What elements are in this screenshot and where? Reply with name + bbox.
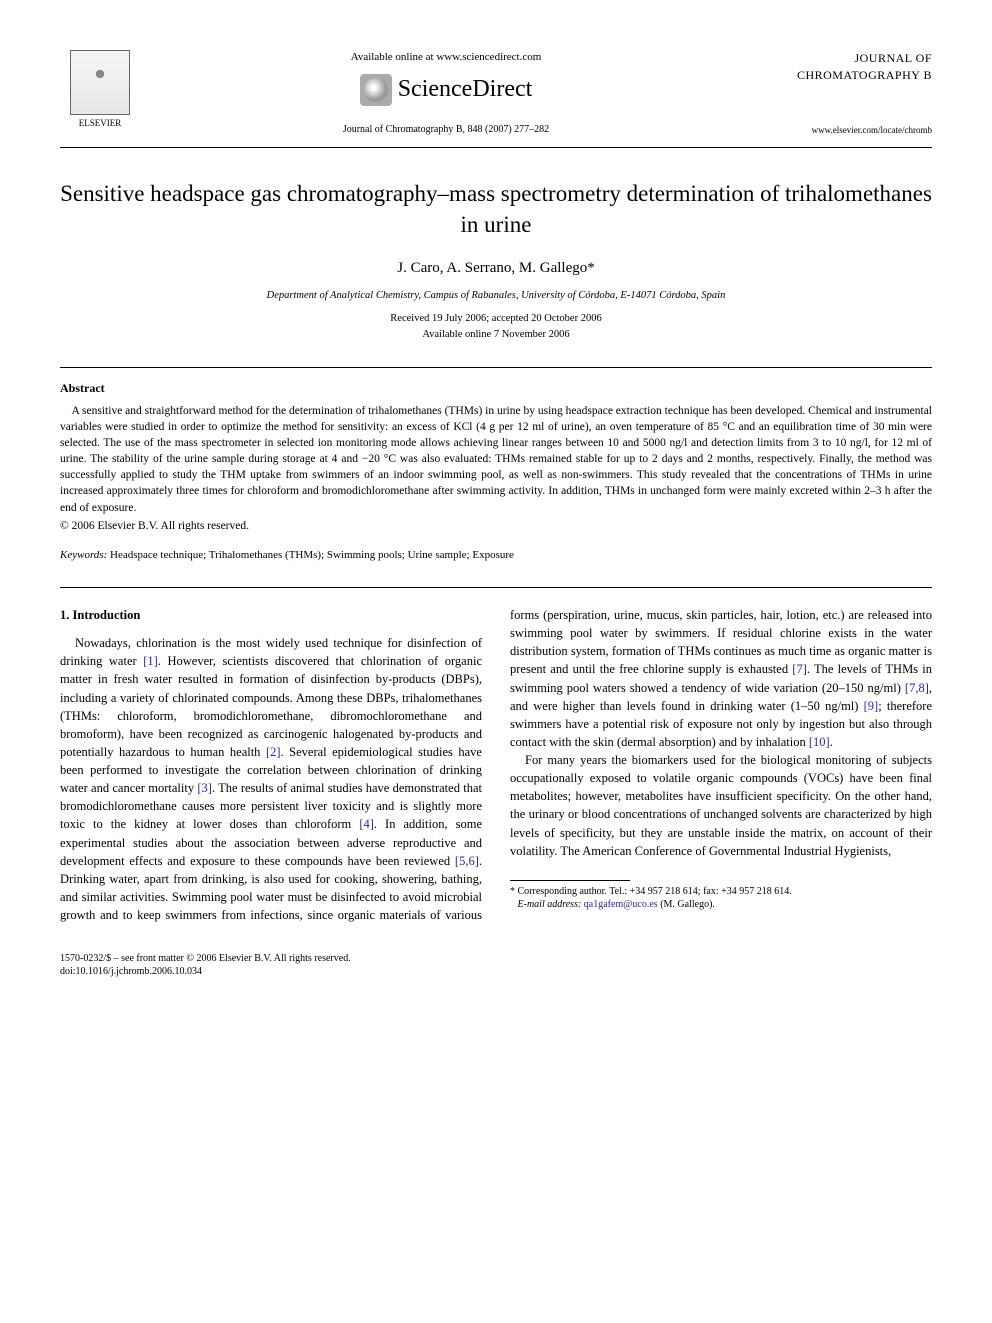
authors: J. Caro, A. Serrano, M. Gallego* — [60, 258, 932, 279]
corresponding-marker: * — [587, 260, 595, 276]
footnote-rule — [510, 880, 630, 881]
right-header: JOURNAL OF CHROMATOGRAPHY B www.elsevier… — [752, 40, 932, 136]
email-footnote: E-mail address: qa1gafem@uco.es (M. Gall… — [510, 898, 932, 911]
ref-10[interactable]: [10] — [809, 735, 830, 749]
ref-2[interactable]: [2] — [266, 745, 281, 759]
email-name: (M. Gallego). — [660, 899, 715, 910]
journal-url: www.elsevier.com/locate/chromb — [752, 124, 932, 137]
abstract-top-rule — [60, 367, 932, 368]
keywords-block: Keywords: Headspace technique; Trihalome… — [60, 548, 932, 563]
page-footer: 1570-0232/$ – see front matter © 2006 El… — [60, 952, 932, 978]
ref-5-6[interactable]: [5,6] — [455, 854, 479, 868]
email-address[interactable]: qa1gafem@uco.es — [581, 899, 660, 910]
publisher-name: ELSEVIER — [79, 117, 122, 130]
ref-3[interactable]: [3] — [197, 781, 212, 795]
abstract-copyright: © 2006 Elsevier B.V. All rights reserved… — [60, 518, 932, 534]
header-divider — [60, 147, 932, 148]
journal-name-line1: JOURNAL OF — [854, 51, 932, 65]
article-title: Sensitive headspace gas chromatography–m… — [60, 178, 932, 240]
journal-name-line2: CHROMATOGRAPHY B — [797, 68, 932, 82]
available-online-date: Available online 7 November 2006 — [60, 328, 932, 343]
intro-paragraph-2: For many years the biomarkers used for t… — [510, 751, 932, 860]
received-date: Received 19 July 2006; accepted 20 Octob… — [60, 312, 932, 327]
corresponding-author-footnote: * Corresponding author. Tel.: +34 957 21… — [510, 885, 932, 898]
section-1-heading: 1. Introduction — [60, 606, 482, 624]
email-label: E-mail address: — [518, 899, 582, 910]
ref-1[interactable]: [1] — [143, 654, 158, 668]
footnote-block: * Corresponding author. Tel.: +34 957 21… — [510, 880, 932, 911]
keywords-label: Keywords: — [60, 549, 107, 561]
author-list: J. Caro, A. Serrano, M. Gallego — [397, 260, 587, 276]
affiliation: Department of Analytical Chemistry, Camp… — [60, 289, 932, 304]
abstract-heading: Abstract — [60, 380, 932, 397]
p1-end: . — [830, 735, 833, 749]
sciencedirect-text: ScienceDirect — [398, 73, 533, 107]
ref-9[interactable]: [9] — [864, 699, 879, 713]
keywords-text: Headspace technique; Trihalomethanes (TH… — [107, 549, 514, 561]
available-online-text: Available online at www.sciencedirect.co… — [140, 50, 752, 65]
abstract-text: A sensitive and straightforward method f… — [60, 403, 932, 516]
journal-reference: Journal of Chromatography B, 848 (2007) … — [140, 123, 752, 137]
abstract-bottom-rule — [60, 587, 932, 588]
center-header: Available online at www.sciencedirect.co… — [140, 40, 752, 137]
sciencedirect-logo: ScienceDirect — [360, 73, 533, 107]
page-header: ELSEVIER Available online at www.science… — [60, 40, 932, 137]
ref-4[interactable]: [4] — [359, 817, 374, 831]
p1-s2: . However, scientists discovered that ch… — [60, 654, 482, 759]
elsevier-logo: ELSEVIER — [60, 40, 140, 130]
sciencedirect-icon — [360, 74, 392, 106]
doi-line: doi:10.1016/j.jchromb.2006.10.034 — [60, 965, 932, 978]
issn-line: 1570-0232/$ – see front matter © 2006 El… — [60, 952, 932, 965]
ref-7-8[interactable]: [7,8] — [905, 681, 929, 695]
elsevier-tree-icon — [70, 50, 130, 115]
body-columns: 1. Introduction Nowadays, chlorination i… — [60, 606, 932, 924]
ref-7[interactable]: [7] — [792, 662, 807, 676]
journal-name: JOURNAL OF CHROMATOGRAPHY B — [752, 50, 932, 84]
